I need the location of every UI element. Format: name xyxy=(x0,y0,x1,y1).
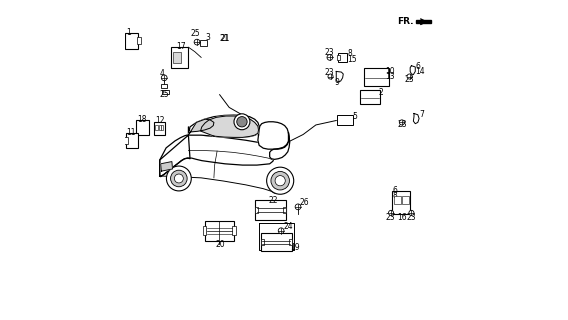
Polygon shape xyxy=(160,135,274,177)
Text: 7: 7 xyxy=(419,110,424,119)
Text: 5: 5 xyxy=(352,112,357,121)
Polygon shape xyxy=(160,127,190,177)
Text: 16: 16 xyxy=(397,213,407,222)
Bar xyxy=(337,55,340,60)
Bar xyxy=(289,239,292,245)
Text: 3: 3 xyxy=(205,33,210,42)
Circle shape xyxy=(409,210,414,215)
Text: 9: 9 xyxy=(335,78,340,87)
Bar xyxy=(394,196,401,204)
Text: 15: 15 xyxy=(347,55,357,64)
Text: 13: 13 xyxy=(385,72,395,81)
Text: 25: 25 xyxy=(190,29,199,38)
Circle shape xyxy=(234,114,250,130)
Polygon shape xyxy=(416,20,431,23)
Bar xyxy=(126,133,138,148)
Text: 21: 21 xyxy=(220,34,229,43)
Polygon shape xyxy=(410,66,415,75)
Circle shape xyxy=(295,204,301,210)
Bar xyxy=(337,116,353,125)
Text: 10: 10 xyxy=(385,67,395,76)
Polygon shape xyxy=(258,122,289,149)
Circle shape xyxy=(161,75,167,81)
Text: 23: 23 xyxy=(397,120,407,130)
Bar xyxy=(360,90,380,104)
Circle shape xyxy=(194,39,200,45)
Circle shape xyxy=(275,176,285,186)
Text: 22: 22 xyxy=(268,196,278,205)
Bar xyxy=(392,191,410,214)
Polygon shape xyxy=(336,71,343,82)
Bar xyxy=(162,90,169,94)
Text: 23: 23 xyxy=(324,68,334,77)
Bar xyxy=(255,206,258,213)
Bar xyxy=(283,206,286,213)
Text: 8: 8 xyxy=(392,191,398,200)
Ellipse shape xyxy=(166,166,191,191)
Circle shape xyxy=(389,210,394,215)
Bar xyxy=(124,137,128,144)
Bar xyxy=(200,40,207,46)
Polygon shape xyxy=(189,115,259,137)
Text: 23: 23 xyxy=(407,213,416,222)
Circle shape xyxy=(399,120,404,125)
Text: 20: 20 xyxy=(215,240,225,249)
Bar xyxy=(126,33,138,49)
Polygon shape xyxy=(161,162,173,171)
Bar xyxy=(261,233,292,252)
Circle shape xyxy=(237,116,247,127)
Bar xyxy=(255,200,286,220)
Bar xyxy=(204,221,234,241)
Text: 23: 23 xyxy=(404,75,414,84)
Bar xyxy=(261,239,264,245)
Bar xyxy=(203,226,206,235)
Circle shape xyxy=(278,228,284,234)
Text: 14: 14 xyxy=(415,67,425,76)
Text: 25: 25 xyxy=(160,90,169,99)
Ellipse shape xyxy=(170,170,187,187)
Ellipse shape xyxy=(271,172,290,190)
Bar xyxy=(338,53,348,61)
Circle shape xyxy=(327,54,333,60)
Polygon shape xyxy=(189,119,214,135)
Polygon shape xyxy=(414,114,419,124)
Bar xyxy=(161,125,164,130)
Bar xyxy=(158,125,161,130)
Text: 8: 8 xyxy=(347,49,352,59)
Bar xyxy=(402,196,408,204)
Bar xyxy=(171,47,188,68)
Text: 23: 23 xyxy=(386,213,395,222)
Text: FR.: FR. xyxy=(398,17,414,26)
Circle shape xyxy=(407,74,412,79)
Text: 26: 26 xyxy=(299,197,309,206)
Circle shape xyxy=(328,74,333,79)
Text: 21: 21 xyxy=(221,34,231,43)
Circle shape xyxy=(174,174,183,183)
Bar xyxy=(232,226,236,235)
Text: 23: 23 xyxy=(324,48,334,58)
Ellipse shape xyxy=(266,167,294,194)
Polygon shape xyxy=(270,133,290,159)
Text: 4: 4 xyxy=(160,69,165,78)
Bar xyxy=(156,125,158,130)
Text: 24: 24 xyxy=(283,222,293,231)
Text: 1: 1 xyxy=(126,28,131,37)
Bar xyxy=(173,52,181,63)
Text: 17: 17 xyxy=(176,42,186,51)
Text: 18: 18 xyxy=(137,115,147,124)
Bar xyxy=(364,68,389,86)
Text: 11: 11 xyxy=(126,128,136,137)
Polygon shape xyxy=(201,116,258,137)
Text: 19: 19 xyxy=(290,243,299,252)
Bar xyxy=(154,122,165,134)
Text: 6: 6 xyxy=(415,62,420,71)
Text: 12: 12 xyxy=(155,116,165,125)
Bar xyxy=(161,84,168,88)
Bar xyxy=(136,121,149,134)
Bar xyxy=(137,37,141,44)
Text: 6: 6 xyxy=(392,186,398,195)
Text: 2: 2 xyxy=(379,88,384,97)
